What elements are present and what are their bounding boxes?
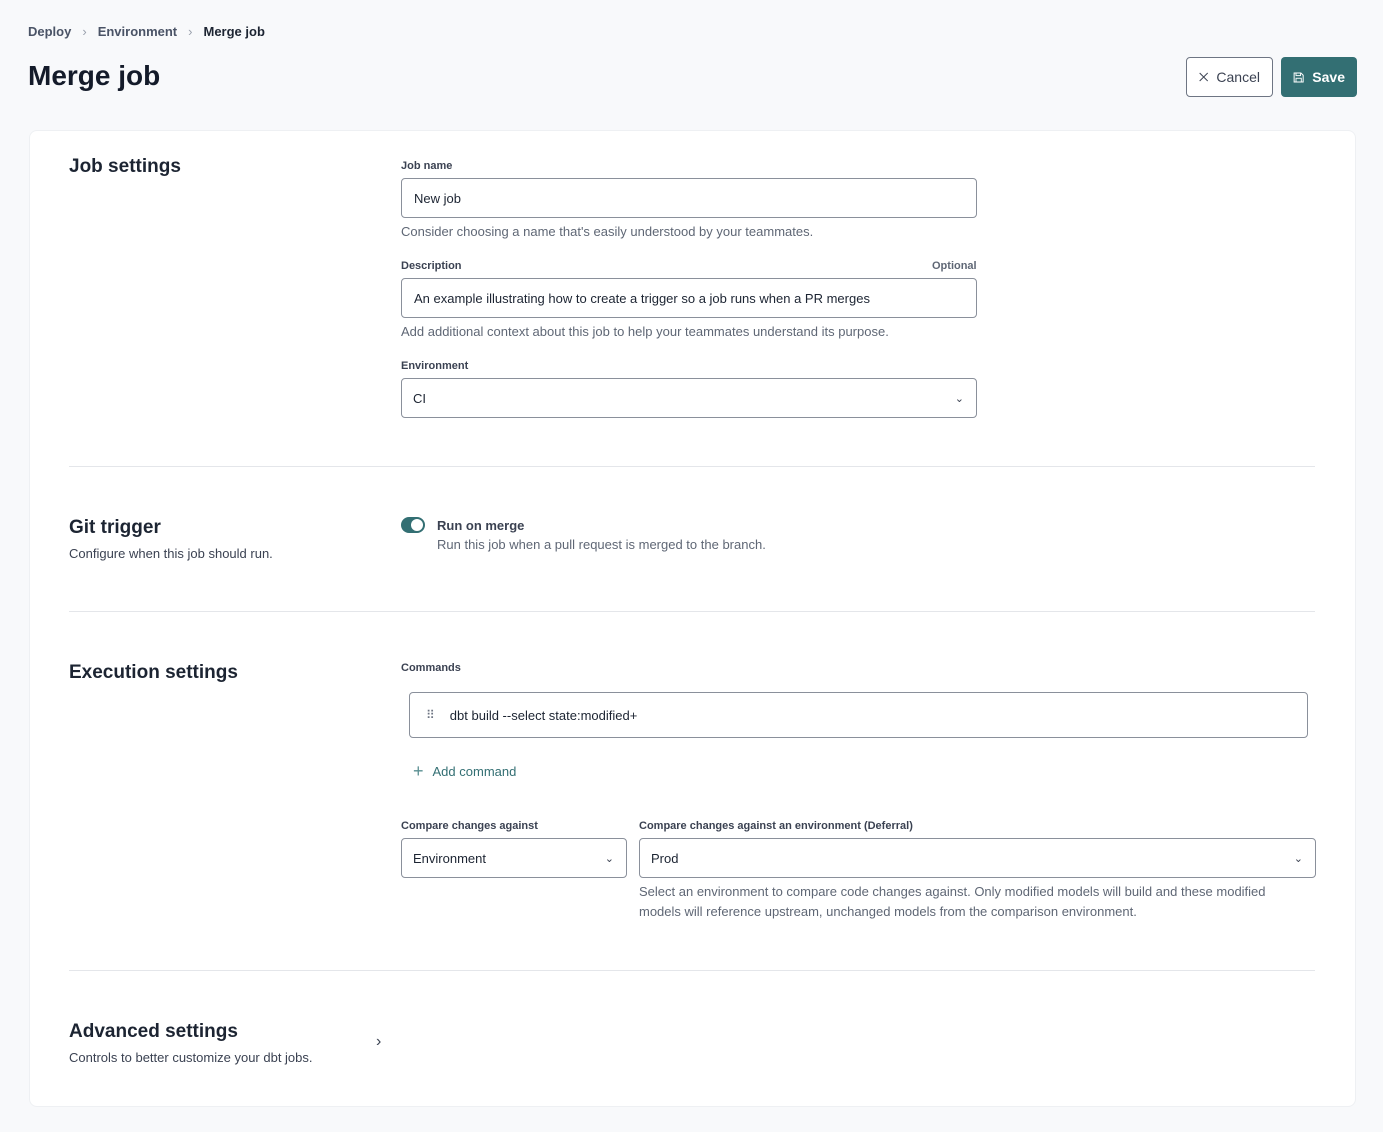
job-name-help: Consider choosing a name that's easily u… [401,224,814,239]
environment-value: CI [413,390,426,406]
add-command-button[interactable]: + Add command [413,761,516,782]
breadcrumb-deploy[interactable]: Deploy [28,24,72,39]
breadcrumb: Deploy › Environment › Merge job [28,24,265,39]
compare-value: Environment [413,850,486,866]
deferral-label: Compare changes against an environment (… [639,820,913,832]
plus-icon: + [413,761,424,781]
section-title-git-trigger: Git trigger [69,517,161,538]
command-input[interactable]: ⠿ dbt build --select state:modified+ [409,692,1308,738]
description-value: An example illustrating how to create a … [414,290,870,306]
job-name-value: New job [414,190,461,206]
run-on-merge-toggle[interactable] [401,517,425,533]
chevron-right-icon: › [188,24,193,39]
cancel-label: Cancel [1216,69,1260,85]
page-title: Merge job [28,60,161,91]
toggle-knob [411,519,423,531]
breadcrumb-environment[interactable]: Environment [97,24,178,39]
environment-label: Environment [401,360,469,372]
divider [69,466,1315,467]
deferral-value: Prod [651,850,679,866]
save-label: Save [1312,69,1345,85]
chevron-right-icon: › [376,1033,382,1050]
close-icon [1199,72,1209,82]
chevron-down-icon: ⌄ [954,392,964,405]
run-on-merge-label: Run on merge [437,518,525,533]
compare-label: Compare changes against [401,820,538,832]
description-label: Description [401,260,462,272]
environment-select[interactable]: CI ⌄ [401,378,977,418]
add-command-label: Add command [432,764,517,779]
job-name-input[interactable]: New job [401,178,977,218]
breadcrumb-current: Merge job [203,24,265,39]
save-icon [1293,71,1304,83]
drag-handle-icon[interactable]: ⠿ [426,708,435,722]
section-title-job-settings: Job settings [69,156,181,177]
section-title-advanced: Advanced settings [69,1021,238,1042]
command-value: dbt build --select state:modified+ [449,707,638,723]
run-on-merge-help: Run this job when a pull request is merg… [437,537,766,552]
divider [69,611,1315,612]
description-input[interactable]: An example illustrating how to create a … [401,278,977,318]
optional-label: Optional [932,260,977,272]
section-title-execution: Execution settings [69,662,238,683]
deferral-help: Select an environment to compare code ch… [639,884,1266,919]
job-form-card [29,130,1356,1107]
divider [69,970,1315,971]
chevron-right-icon: › [82,24,87,39]
commands-label: Commands [401,662,461,674]
save-button[interactable]: Save [1281,57,1357,97]
advanced-settings-toggle[interactable]: Advanced settings Controls to better cus… [69,1015,389,1075]
compare-select[interactable]: Environment ⌄ [401,838,627,878]
cancel-button[interactable]: Cancel [1186,57,1273,97]
job-name-label: Job name [401,160,453,172]
deferral-select[interactable]: Prod ⌄ [639,838,1316,878]
chevron-down-icon: ⌄ [1293,852,1303,865]
description-help: Add additional context about this job to… [401,324,889,339]
git-trigger-subtitle: Configure when this job should run. [69,546,273,561]
advanced-subtitle: Controls to better customize your dbt jo… [69,1050,313,1065]
chevron-down-icon: ⌄ [604,852,614,865]
